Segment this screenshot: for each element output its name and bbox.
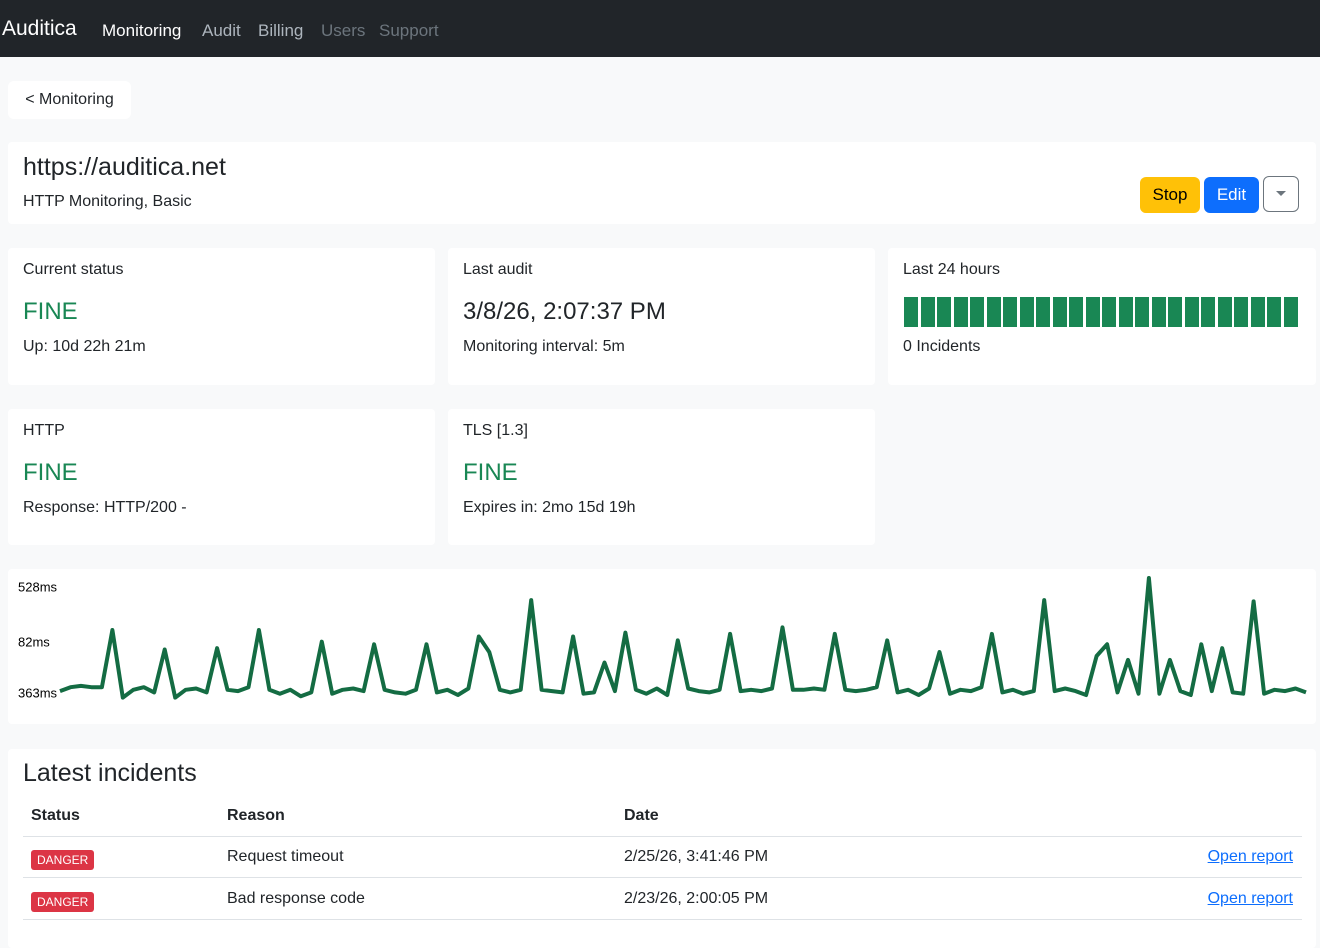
hour-bar — [1284, 297, 1298, 327]
open-report-link[interactable]: Open report — [1208, 848, 1293, 866]
navbar: Auditica Monitoring Audit Billing Users … — [0, 0, 1320, 57]
audit-card: Last audit 3/8/26, 2:07:37 PM Monitoring… — [448, 248, 875, 385]
status-badge: DANGER — [31, 850, 94, 870]
nav-link[interactable]: Users — [321, 21, 365, 41]
hour-bar — [937, 297, 951, 327]
column-header: Reason — [227, 807, 285, 825]
header-card: https://auditica.net HTTP Monitoring, Ba… — [8, 142, 1316, 224]
card-title: Last audit — [463, 261, 532, 279]
date: 2/25/26, 3:41:46 PM — [624, 848, 768, 866]
row-divider — [23, 836, 1302, 837]
hour-bar — [1086, 297, 1100, 327]
nav-link[interactable]: Support — [379, 21, 439, 41]
caret — [1276, 191, 1286, 197]
nav-link[interactable]: Monitoring — [102, 21, 181, 41]
hour-bar — [1053, 297, 1067, 327]
status-badge: DANGER — [31, 892, 94, 912]
hour-bar — [1102, 297, 1116, 327]
hour-bar — [1069, 297, 1083, 327]
card-value: FINE — [23, 298, 78, 326]
y-label: 363ms — [18, 685, 58, 700]
status-card: Current status FINE Up: 10d 22h 21m — [8, 248, 435, 385]
card-detail: Up: 10d 22h 21m — [23, 338, 146, 356]
reason: Bad response code — [227, 890, 365, 908]
card-title: Current status — [23, 261, 123, 279]
back-button[interactable]: < Monitoring — [8, 81, 131, 119]
chart-card: 528ms 82ms 363ms — [8, 569, 1316, 724]
response-chart: 528ms 82ms 363ms — [8, 569, 1316, 724]
hour-bar — [1119, 297, 1133, 327]
hour-bar — [954, 297, 968, 327]
hour-bar — [921, 297, 935, 327]
tls-card: TLS [1.3] FINE Expires in: 2mo 15d 19h — [448, 409, 875, 545]
brand[interactable]: Auditica — [2, 17, 77, 41]
hour-bar — [1135, 297, 1149, 327]
hour-bar — [904, 297, 918, 327]
hours-card: Last 24 hours 0 Incidents — [888, 248, 1316, 385]
hour-bar — [1234, 297, 1248, 327]
hour-bar — [987, 297, 1001, 327]
hour-bar — [1168, 297, 1182, 327]
column-header: Date — [624, 807, 659, 825]
column-header: Status — [31, 807, 80, 825]
card-value: FINE — [23, 459, 78, 487]
hour-bar — [1201, 297, 1215, 327]
card-value: FINE — [463, 459, 518, 487]
response-line — [60, 578, 1306, 698]
monitor-subtitle: HTTP Monitoring, Basic — [23, 193, 192, 211]
hour-bar — [1020, 297, 1034, 327]
nav-link[interactable]: Billing — [258, 21, 303, 41]
hour-bar — [1003, 297, 1017, 327]
card-detail: 0 Incidents — [903, 338, 980, 356]
row-divider — [23, 919, 1302, 920]
card-detail: Expires in: 2mo 15d 19h — [463, 499, 636, 517]
stop-button[interactable]: Stop — [1140, 177, 1200, 213]
hour-bar — [1152, 297, 1166, 327]
card-title: HTTP — [23, 422, 65, 440]
card-detail: Monitoring interval: 5m — [463, 338, 625, 356]
hour-bar — [1251, 297, 1265, 327]
card-value: 3/8/26, 2:07:37 PM — [463, 298, 666, 326]
card-detail: Response: HTTP/200 - — [23, 499, 187, 517]
monitor-title: https://auditica.net — [23, 153, 226, 182]
hour-bars — [904, 297, 1304, 327]
row-divider — [23, 877, 1302, 878]
hour-bar — [970, 297, 984, 327]
card-title: Last 24 hours — [903, 261, 1000, 279]
incidents-card: Latest incidents Status Reason Date DANG… — [8, 749, 1316, 948]
edit-button[interactable]: Edit — [1204, 177, 1259, 213]
http-card: HTTP FINE Response: HTTP/200 - — [8, 409, 435, 545]
hour-bar — [1267, 297, 1281, 327]
reason: Request timeout — [227, 848, 344, 866]
date: 2/23/26, 2:00:05 PM — [624, 890, 768, 908]
y-label: 528ms — [18, 579, 58, 594]
card-title: TLS [1.3] — [463, 422, 528, 440]
hour-bar — [1185, 297, 1199, 327]
open-report-link[interactable]: Open report — [1208, 890, 1293, 908]
nav-link[interactable]: Audit — [202, 21, 241, 41]
hour-bar — [1036, 297, 1050, 327]
hour-bar — [1218, 297, 1232, 327]
dropdown-button[interactable] — [1263, 176, 1299, 212]
incidents-title: Latest incidents — [23, 759, 197, 788]
y-label: 82ms — [18, 634, 50, 649]
